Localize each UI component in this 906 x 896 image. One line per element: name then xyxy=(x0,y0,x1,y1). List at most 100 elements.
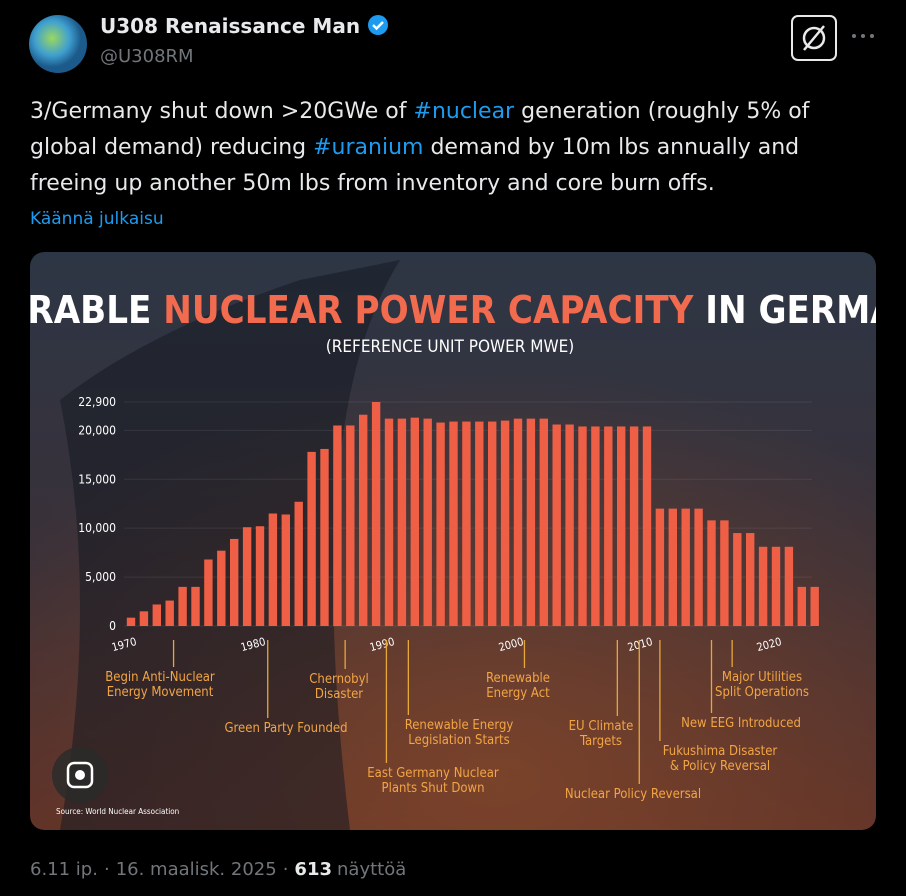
bar xyxy=(771,546,781,626)
annotation-label: Fukushima Disaster xyxy=(663,744,778,759)
x-tick-label: 2010 xyxy=(626,635,654,654)
bar xyxy=(126,617,136,626)
bar xyxy=(307,451,316,626)
x-tick-label: 2000 xyxy=(497,635,525,654)
bar xyxy=(333,425,342,626)
bar xyxy=(436,422,445,626)
annotation-label: Begin Anti-Nuclear xyxy=(105,670,215,685)
annotation-label: Targets xyxy=(579,734,622,749)
annotation-label: East Germany Nuclear xyxy=(367,766,499,781)
date[interactable]: 16. maalisk. 2025 xyxy=(115,859,277,880)
y-tick-label: 15,000 xyxy=(78,472,116,486)
bar xyxy=(346,425,355,626)
bar xyxy=(758,546,768,626)
title-part: IN GERMANY xyxy=(693,288,876,332)
hashtag[interactable]: #uranium xyxy=(313,135,424,160)
text: demand by 10m lbs annually and freeing u… xyxy=(30,135,800,196)
y-tick-label: 5,000 xyxy=(85,570,116,584)
separator: · xyxy=(103,859,110,880)
bar xyxy=(810,586,819,626)
annotation-label: Nuclear Policy Reversal xyxy=(565,787,701,802)
bar xyxy=(152,604,161,626)
annotation-label: Green Party Founded xyxy=(224,721,347,736)
user-handle[interactable]: @U308RM xyxy=(100,46,194,67)
y-tick-label: 10,000 xyxy=(78,521,116,535)
chart[interactable]: OPERABLE NUCLEAR POWER CAPACITY IN GERMA… xyxy=(30,252,876,830)
time[interactable]: 6.11 ip. xyxy=(30,859,98,880)
bar xyxy=(733,533,742,626)
bar xyxy=(565,424,574,626)
bar xyxy=(681,508,690,626)
annotation-label: EU Climate xyxy=(569,719,634,734)
bar xyxy=(604,426,613,626)
plot: 0 5,000 10,000 15,000 20,000 22,900 1970 1980 19… xyxy=(78,395,819,802)
annotation-label: Chernobyl xyxy=(309,672,369,687)
x-tick-label: 1990 xyxy=(368,635,396,654)
bar xyxy=(242,527,252,626)
annotation-label: Energy Act xyxy=(486,686,550,701)
bar xyxy=(552,424,561,626)
annotation-label: & Policy Reversal xyxy=(670,759,770,774)
translate-link[interactable]: Käännä julkaisu xyxy=(30,209,164,229)
bar xyxy=(617,426,626,626)
annotation-label: Renewable xyxy=(486,671,550,686)
tweet-text: 3/Germany shut down >20GWe of #nuclear g… xyxy=(30,94,870,202)
bar xyxy=(629,426,639,626)
annotation-label: Legislation Starts xyxy=(408,733,509,748)
x-tick-label: 1980 xyxy=(239,635,267,654)
bar xyxy=(384,418,394,626)
bar xyxy=(707,520,716,626)
bar xyxy=(720,520,729,626)
y-tick-label: 20,000 xyxy=(78,423,116,437)
bar xyxy=(294,501,303,626)
bar xyxy=(217,550,226,626)
bar xyxy=(539,418,548,626)
text: 3/Germany shut down >20GWe of xyxy=(30,99,414,124)
bar xyxy=(178,586,187,626)
bar xyxy=(165,600,174,626)
annotation-label: Plants Shut Down xyxy=(382,781,485,796)
chart-title: OPERABLE NUCLEAR POWER CAPACITY IN GERMA… xyxy=(30,288,876,332)
bar xyxy=(694,508,703,626)
y-tick-label: 22,900 xyxy=(78,395,116,409)
bar xyxy=(410,417,419,626)
bar xyxy=(746,533,755,626)
x-tick-label: 1970 xyxy=(110,635,138,654)
bar xyxy=(191,586,200,626)
name: U308 Renaissance Man xyxy=(100,14,361,38)
y-tick-label: 0 xyxy=(109,619,116,633)
user-name[interactable]: U308 Renaissance Man xyxy=(100,14,389,38)
chart-subtitle: (REFERENCE UNIT POWER MWE) xyxy=(326,337,574,357)
avatar[interactable] xyxy=(28,14,88,74)
bar xyxy=(513,418,523,626)
bar xyxy=(359,414,368,626)
text: generation (roughly 5% of global demand)… xyxy=(30,99,810,160)
view-count: 613 xyxy=(294,859,332,880)
source: Source: World Nuclear Association xyxy=(56,807,179,816)
grok-button[interactable] xyxy=(790,14,838,62)
x-tick-label: 2020 xyxy=(755,635,783,654)
bar xyxy=(449,421,458,626)
view-label: näyttöä xyxy=(337,859,407,880)
bar xyxy=(281,514,290,626)
annotation-label: Renewable Energy xyxy=(405,718,514,733)
more-button[interactable] xyxy=(850,30,876,42)
hashtag[interactable]: #nuclear xyxy=(413,99,515,124)
bar xyxy=(475,421,484,626)
annotation-label: Major Utilities xyxy=(722,670,802,685)
bar xyxy=(797,586,806,626)
bar xyxy=(591,426,600,626)
annotation-label: New EEG Introduced xyxy=(681,716,801,731)
bar xyxy=(423,418,432,626)
bar xyxy=(642,426,652,626)
bar xyxy=(655,508,665,626)
bar xyxy=(526,418,536,626)
bar xyxy=(371,402,381,626)
lens-dot xyxy=(75,770,85,780)
bar xyxy=(139,611,149,626)
bar xyxy=(668,508,677,626)
bar xyxy=(255,526,265,626)
verified-badge xyxy=(368,15,389,35)
bar xyxy=(784,546,794,626)
